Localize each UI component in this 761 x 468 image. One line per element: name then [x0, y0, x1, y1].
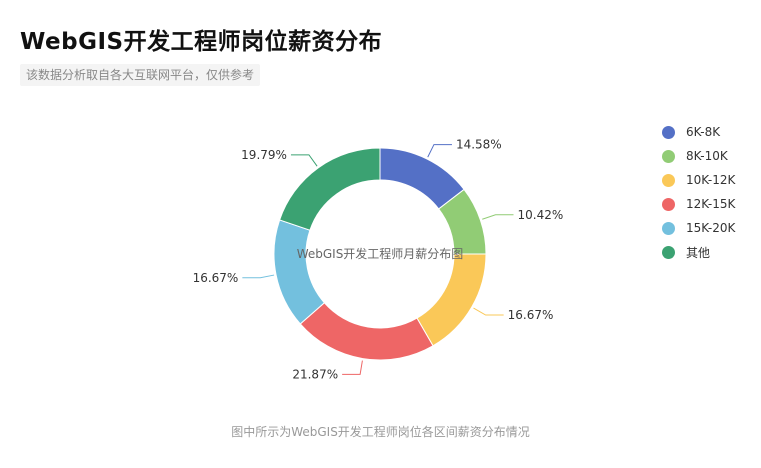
- slice-data-label-3: 16.67%: [508, 308, 554, 322]
- slice-leader-line-6: [290, 154, 318, 167]
- chart-legend: 6K-8K 8K-10K 10K-12K 12K-15K 15K-20K 其他: [662, 120, 735, 264]
- legend-item-6[interactable]: 其他: [662, 240, 735, 264]
- slice-data-label-5: 16.67%: [193, 271, 239, 285]
- legend-label: 其他: [686, 245, 711, 260]
- legend-color-dot: [662, 245, 675, 259]
- slice-data-label-4: 21.87%: [292, 367, 338, 381]
- legend-item-5[interactable]: 15K-20K: [662, 216, 735, 240]
- legend-item-4[interactable]: 12K-15K: [662, 192, 735, 216]
- slice-leader-line-5: [242, 274, 275, 279]
- pie-slice-6[interactable]: [278, 147, 381, 231]
- slice-data-label-2: 10.42%: [518, 208, 564, 222]
- legend-label: 6K-8K: [686, 125, 721, 139]
- legend-label: 15K-20K: [686, 221, 736, 235]
- slice-leader-line-1: [427, 144, 452, 158]
- pie-slice-5[interactable]: [273, 219, 326, 325]
- legend-color-dot: [662, 221, 675, 235]
- pie-slice-4[interactable]: [299, 302, 434, 361]
- chart-center-label: WebGIS开发工程师月薪分布图: [297, 246, 464, 261]
- pie-slice-3[interactable]: [416, 253, 487, 347]
- legend-color-dot: [662, 173, 675, 187]
- slices-layer: [273, 147, 487, 361]
- legend-color-dot: [662, 149, 675, 163]
- legend-label: 12K-15K: [686, 197, 736, 211]
- page-subtitle: 该数据分析取自各大互联网平台，仅供参考: [20, 64, 261, 86]
- legend-color-dot: [662, 197, 675, 211]
- legend-label: 10K-12K: [686, 173, 736, 187]
- slice-leader-line-4: [342, 360, 363, 375]
- labels-layer: 14.58% 10.42% 16.67% 21.87% 16.67% 19.79%: [193, 138, 564, 382]
- slice-leader-line-3: [473, 307, 504, 316]
- page-title: WebGIS开发工程师岗位薪资分布: [20, 29, 383, 55]
- slice-data-label-6: 19.79%: [241, 148, 287, 162]
- legend-label: 8K-10K: [686, 149, 728, 163]
- chart-footnote: 图中所示为WebGIS开发工程师岗位各区间薪资分布情况: [231, 425, 530, 439]
- legend-item-2[interactable]: 8K-10K: [662, 144, 735, 168]
- slice-data-label-1: 14.58%: [456, 138, 502, 152]
- slice-leader-line-2: [482, 214, 514, 220]
- legend-item-3[interactable]: 10K-12K: [662, 168, 735, 192]
- legend-item-1[interactable]: 6K-8K: [662, 120, 735, 144]
- legend-color-dot: [662, 125, 675, 139]
